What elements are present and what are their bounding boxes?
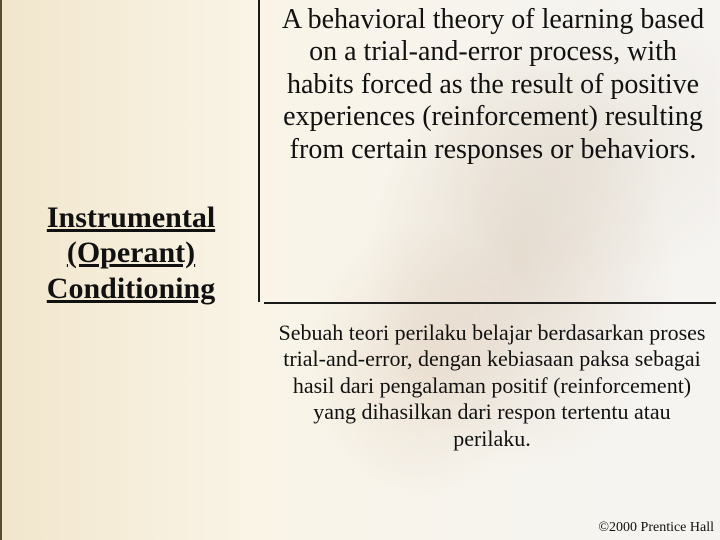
term-title-line3: Conditioning (47, 272, 215, 305)
content-area: Instrumental (Operant) Conditioning A be… (0, 0, 720, 540)
definition-english: A behavioral theory of learning based on… (278, 4, 708, 166)
term-title-line2: (Operant) (67, 236, 195, 269)
horizontal-divider (264, 302, 716, 304)
term-title: Instrumental (Operant) Conditioning (8, 200, 254, 306)
definition-indonesian: Sebuah teori perilaku belajar berdasarka… (272, 320, 712, 452)
slide: Instrumental (Operant) Conditioning A be… (0, 0, 720, 540)
vertical-divider (258, 0, 260, 302)
term-title-line1: Instrumental (47, 201, 215, 234)
copyright-text: ©2000 Prentice Hall (598, 520, 714, 536)
